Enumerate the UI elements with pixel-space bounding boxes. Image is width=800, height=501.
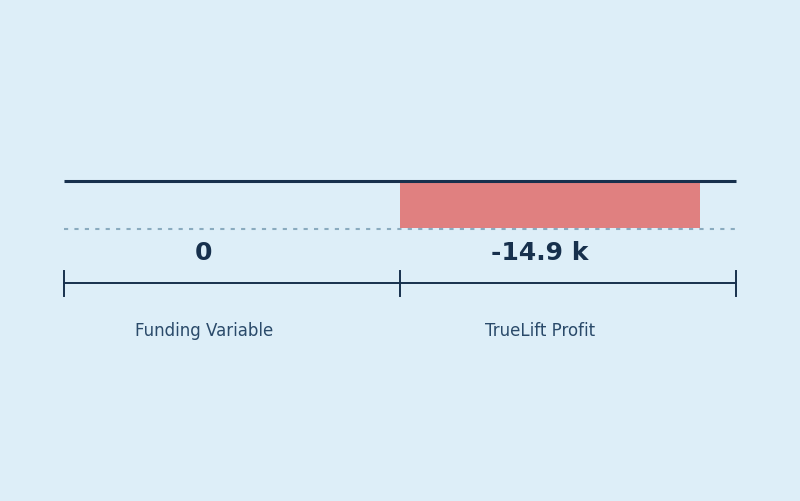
Text: 0: 0	[195, 241, 213, 265]
Text: TrueLift Profit: TrueLift Profit	[485, 322, 595, 340]
Bar	[400, 183, 700, 228]
Text: Funding Variable: Funding Variable	[135, 322, 273, 340]
Text: -14.9 k: -14.9 k	[491, 241, 589, 265]
